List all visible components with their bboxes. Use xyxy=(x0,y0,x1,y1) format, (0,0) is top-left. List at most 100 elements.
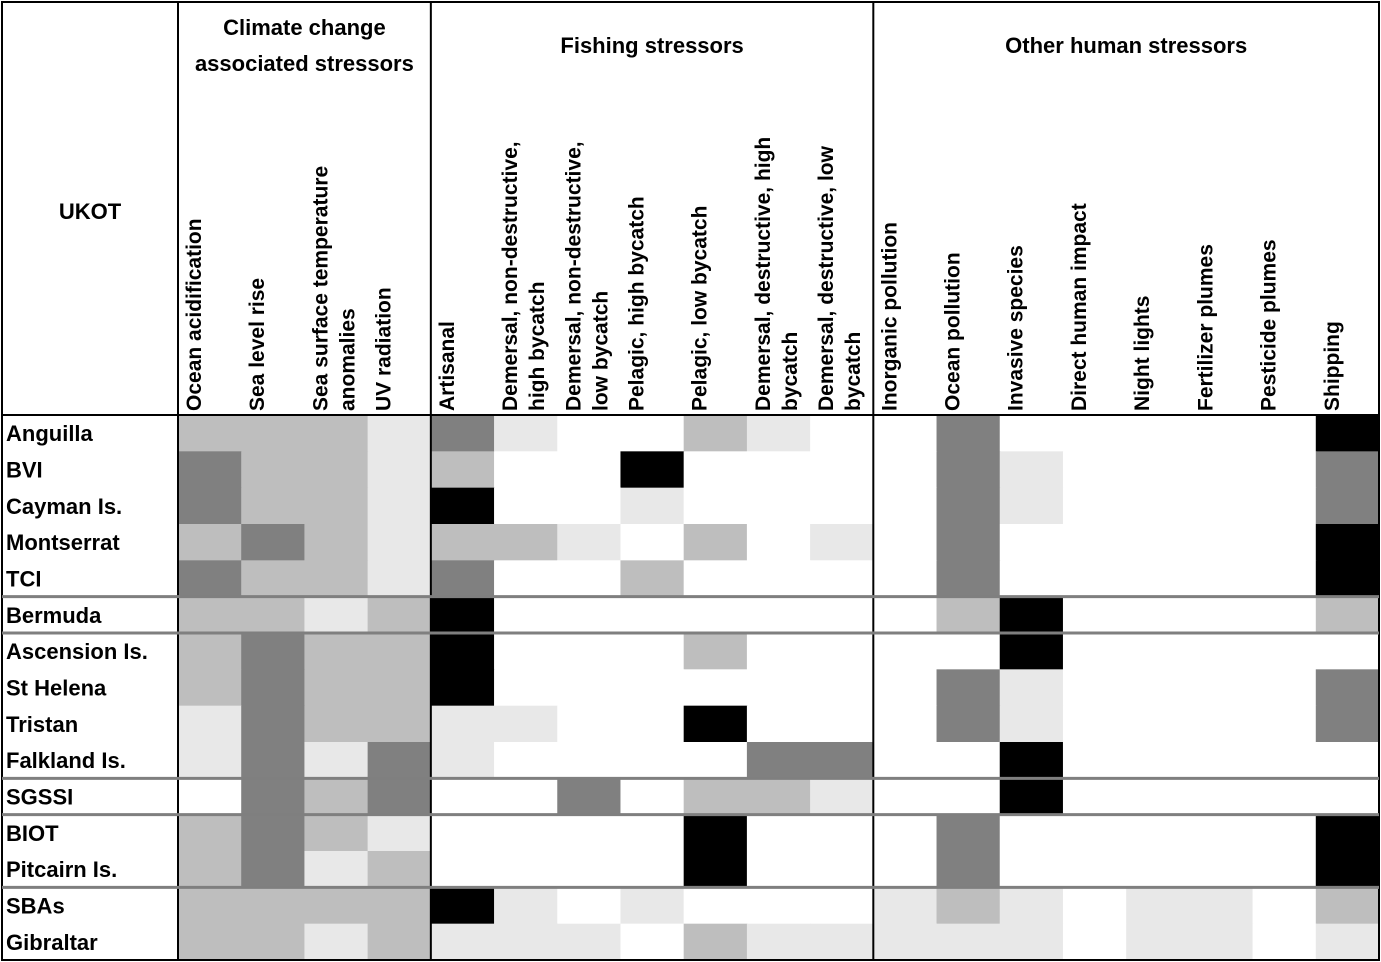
cell-5-7 xyxy=(557,560,622,598)
cell-9-10 xyxy=(746,705,811,743)
cell-2-7 xyxy=(557,451,622,489)
row-label-14: SBAs xyxy=(6,894,65,919)
cell-14-17 xyxy=(1189,887,1254,925)
cell-1-8 xyxy=(620,415,685,452)
column-header-10-line-2: bycatch xyxy=(779,332,802,411)
cell-12-8 xyxy=(620,814,685,852)
cell-5-4 xyxy=(367,560,432,598)
cell-9-12 xyxy=(873,705,938,743)
row-header-label: UKOT xyxy=(59,199,122,224)
cell-3-18 xyxy=(1252,487,1317,525)
cell-15-18 xyxy=(1252,923,1317,961)
cell-2-13 xyxy=(936,451,1001,489)
cell-5-11 xyxy=(810,560,874,598)
cell-8-6 xyxy=(494,669,558,707)
cell-6-7 xyxy=(557,596,622,634)
cell-15-2 xyxy=(241,923,306,961)
row-label-12: BIOT xyxy=(6,821,59,846)
cell-4-4 xyxy=(367,524,432,561)
column-header-5: Artisanal xyxy=(436,321,459,411)
cell-11-19 xyxy=(1315,778,1380,816)
cell-9-16 xyxy=(1126,705,1190,743)
cell-11-7 xyxy=(557,778,622,816)
cell-3-9 xyxy=(683,487,748,525)
cell-6-3 xyxy=(304,596,369,634)
cell-5-2 xyxy=(241,560,306,598)
cell-15-7 xyxy=(557,923,622,961)
cell-13-5 xyxy=(430,851,495,888)
cell-8-7 xyxy=(557,669,622,707)
cell-8-18 xyxy=(1252,669,1317,707)
cell-8-19 xyxy=(1315,669,1380,707)
cell-13-7 xyxy=(557,851,622,888)
cell-10-13 xyxy=(936,742,1001,779)
cell-10-6 xyxy=(494,742,558,779)
cell-13-16 xyxy=(1126,851,1190,888)
cell-15-15 xyxy=(1062,923,1127,961)
cell-6-15 xyxy=(1062,596,1127,634)
cell-10-14 xyxy=(999,742,1064,779)
cell-9-14 xyxy=(999,705,1064,743)
row-label-5: TCI xyxy=(6,567,41,592)
cell-14-8 xyxy=(620,887,685,925)
row-label-15: Gibraltar xyxy=(6,930,98,955)
cell-12-6 xyxy=(494,814,558,852)
cell-8-8 xyxy=(620,669,685,707)
cell-4-10 xyxy=(746,524,811,561)
cell-13-8 xyxy=(620,851,685,888)
cell-7-3 xyxy=(304,633,369,670)
group-header-1-line-1: Climate change xyxy=(223,15,386,40)
column-header-6-line-2: high bycatch xyxy=(526,281,549,411)
cell-8-13 xyxy=(936,669,1001,707)
cell-7-13 xyxy=(936,633,1001,670)
heatmap-cells xyxy=(178,415,1380,961)
cell-12-1 xyxy=(178,814,242,852)
cell-3-8 xyxy=(620,487,685,525)
cell-6-8 xyxy=(620,596,685,634)
cell-2-4 xyxy=(367,451,432,489)
cell-5-5 xyxy=(430,560,495,598)
cell-14-15 xyxy=(1062,887,1127,925)
cell-1-11 xyxy=(810,415,874,452)
cell-10-15 xyxy=(1062,742,1127,779)
cell-3-6 xyxy=(494,487,558,525)
cell-6-16 xyxy=(1126,596,1190,634)
cell-14-2 xyxy=(241,887,306,925)
column-header-3-line-2: anomalies xyxy=(336,308,359,411)
cell-6-5 xyxy=(430,596,495,634)
cell-7-18 xyxy=(1252,633,1317,670)
cell-9-15 xyxy=(1062,705,1127,743)
column-header-12: Inorganic pollution xyxy=(878,222,901,411)
cell-5-14 xyxy=(999,560,1064,598)
cell-9-7 xyxy=(557,705,622,743)
cell-10-9 xyxy=(683,742,748,779)
cell-8-15 xyxy=(1062,669,1127,707)
cell-13-17 xyxy=(1189,851,1254,888)
cell-3-12 xyxy=(873,487,938,525)
cell-9-5 xyxy=(430,705,495,743)
column-header-6-line-1: Demersal, non-destructive, xyxy=(499,141,522,411)
cell-1-13 xyxy=(936,415,1001,452)
cell-15-14 xyxy=(999,923,1064,961)
cell-7-6 xyxy=(494,633,558,670)
cell-5-15 xyxy=(1062,560,1127,598)
cell-14-4 xyxy=(367,887,432,925)
cell-1-3 xyxy=(304,415,369,452)
cell-3-15 xyxy=(1062,487,1127,525)
column-header-9: Pelagic, low bycatch xyxy=(689,206,712,411)
cell-7-19 xyxy=(1315,633,1380,670)
cell-7-14 xyxy=(999,633,1064,670)
cell-15-5 xyxy=(430,923,495,961)
cell-12-2 xyxy=(241,814,306,852)
cell-1-17 xyxy=(1189,415,1254,452)
cell-6-9 xyxy=(683,596,748,634)
cell-9-17 xyxy=(1189,705,1254,743)
cell-10-5 xyxy=(430,742,495,779)
cell-3-3 xyxy=(304,487,369,525)
cell-2-12 xyxy=(873,451,938,489)
cell-11-1 xyxy=(178,778,242,816)
cell-14-16 xyxy=(1126,887,1190,925)
column-header-11-line-2: bycatch xyxy=(842,332,865,411)
